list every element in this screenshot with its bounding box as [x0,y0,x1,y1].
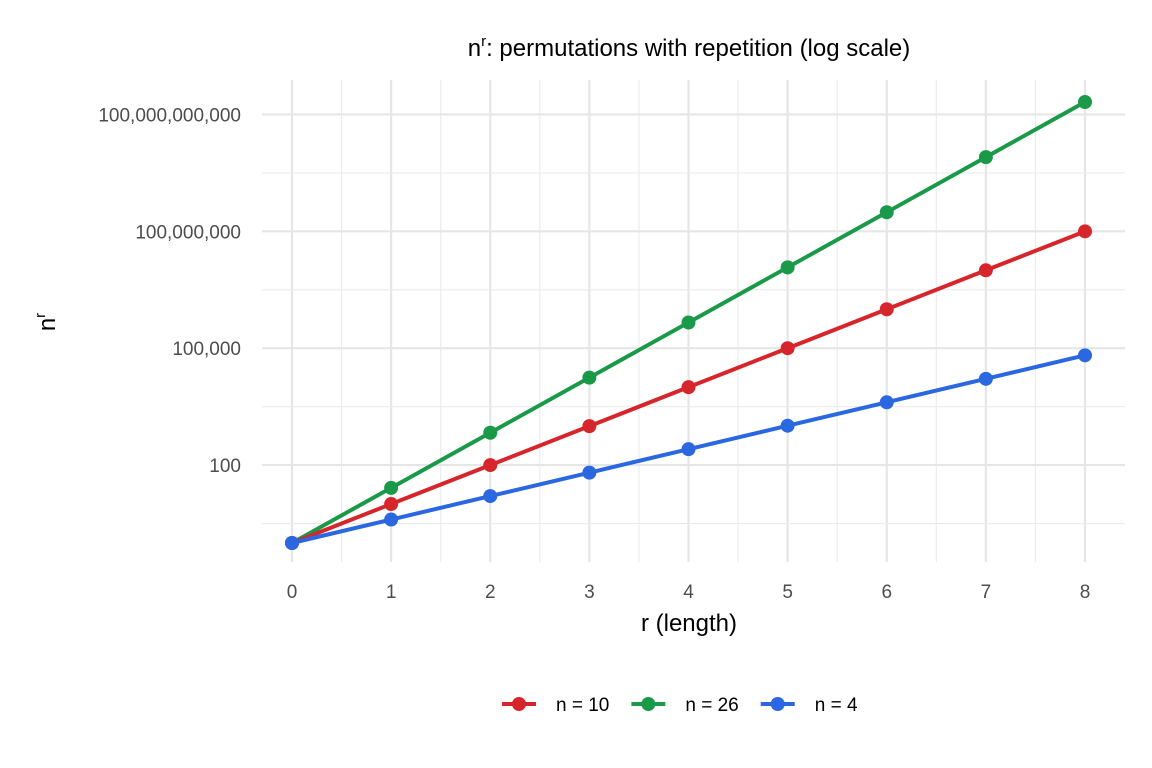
x-tick-label: 7 [981,582,992,603]
legend: n = 10 n = 26 n = 4 [502,695,858,716]
data-point [582,370,597,385]
legend-label: n = 26 [685,695,738,716]
series-layer [285,95,1092,550]
x-tick-label: 6 [881,582,892,603]
y-tick-label: 100,000,000,000 [98,105,241,126]
x-tick-label: 2 [485,582,496,603]
legend-label: n = 10 [556,695,609,716]
y-axis-title: nr [32,313,61,331]
series-n-26 [285,95,1092,550]
data-point [384,480,399,495]
data-point [681,315,696,330]
data-point [285,536,299,550]
data-point [1078,348,1092,363]
data-point [978,150,993,165]
data-point [582,465,597,480]
chart-title: nr: permutations with repetition (log sc… [468,33,911,62]
series-n-10 [285,224,1092,550]
data-point [582,419,597,434]
data-point [978,263,993,278]
data-point [681,442,696,457]
y-axis-ticks: 100 100,000 100,000,000 100,000,000,000 [98,105,241,477]
y-axis-title-sup: r [32,313,49,318]
legend-item: n = 26 [631,695,739,716]
data-point [384,497,399,512]
y-tick-label: 100 [209,456,241,477]
x-tick-label: 0 [287,582,298,603]
legend-key-point [512,697,526,711]
chart-title-base: n [468,35,481,62]
data-point [879,205,894,220]
data-point [780,341,795,356]
legend-item: n = 10 [502,695,609,716]
data-point [681,380,696,395]
data-point [1078,95,1092,109]
data-point [879,302,894,317]
x-tick-label: 4 [683,582,694,603]
x-axis-ticks: 0 1 2 3 4 5 6 7 8 [287,582,1091,603]
data-point [978,371,993,386]
legend-label: n = 4 [815,695,858,716]
series-n-4 [285,348,1092,550]
y-tick-label: 100,000,000 [135,222,241,243]
x-tick-label: 3 [584,582,595,603]
data-point [483,458,498,473]
legend-item: n = 4 [760,695,858,716]
x-tick-label: 1 [386,582,397,603]
data-point [483,489,498,504]
x-tick-label: 5 [782,582,793,603]
data-point [780,260,795,275]
data-point [1078,224,1092,239]
data-point [483,425,498,440]
x-tick-label: 8 [1080,582,1091,603]
data-point [780,418,795,433]
x-axis-title: r (length) [641,610,737,637]
legend-key-point [641,697,656,711]
y-axis-title-base: n [34,318,61,331]
data-point [879,395,894,410]
chart-title-sup: r [481,33,486,50]
data-point [384,512,399,527]
y-tick-label: 100,000 [172,339,241,360]
legend-key-point [770,697,785,711]
chart-title-rest: : permutations with repetition (log scal… [486,35,910,62]
